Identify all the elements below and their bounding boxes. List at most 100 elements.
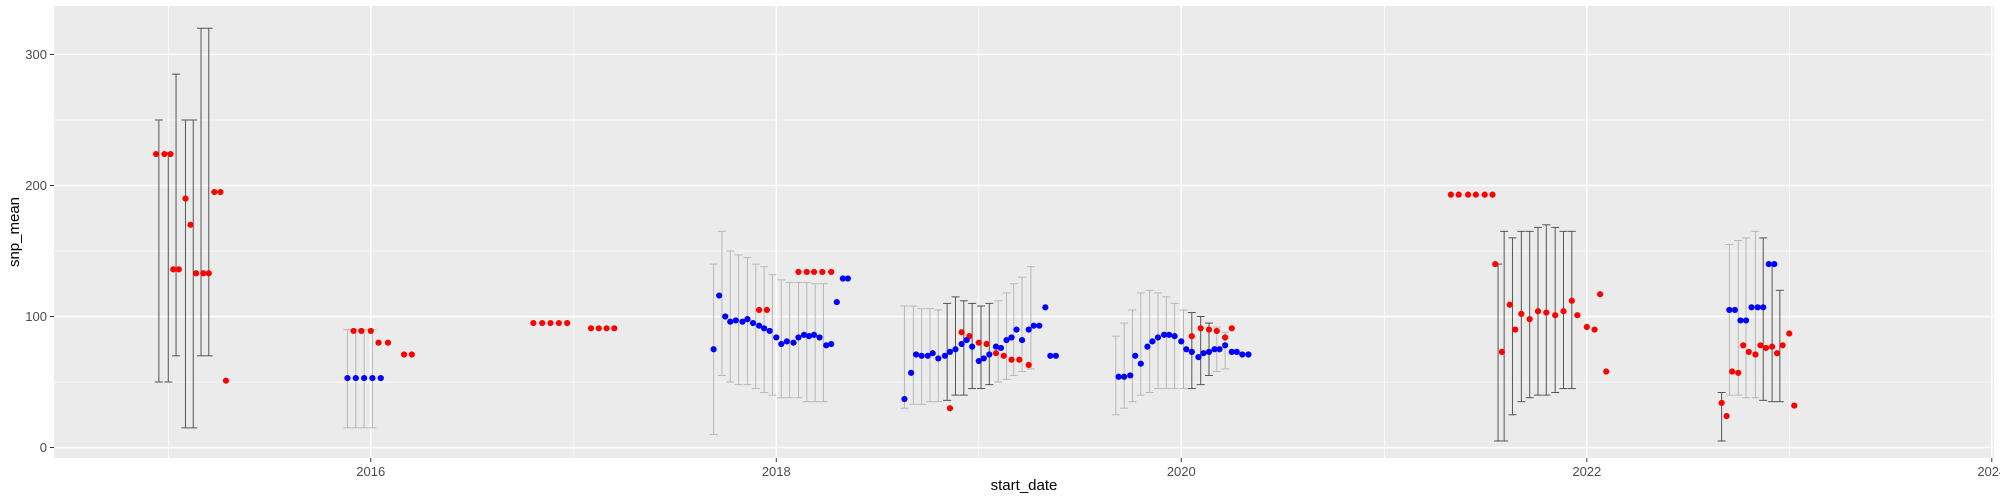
error-bar (1508, 237, 1517, 416)
blue-data-point (1211, 346, 1218, 353)
red-data-point (763, 306, 770, 314)
red-data-point (1447, 191, 1454, 198)
error-bar (717, 230, 726, 376)
y-tick-label: 0 (40, 440, 47, 455)
blue-data-point (1742, 317, 1750, 324)
error-bar (1751, 230, 1760, 399)
red-data-point (1526, 316, 1533, 323)
red-data-point (1222, 334, 1229, 341)
red-data-point (1729, 368, 1736, 375)
x-axis-title: start_date (991, 477, 1058, 494)
blue-data-point (918, 352, 925, 359)
red-data-point (1506, 301, 1513, 308)
error-bar (994, 300, 1003, 383)
blue-data-point (1042, 304, 1049, 311)
error-bar (811, 283, 820, 403)
blue-data-point (975, 357, 982, 365)
red-data-point (1568, 297, 1575, 304)
red-data-point (555, 319, 562, 327)
data-points (152, 150, 1798, 420)
blue-data-point (986, 351, 993, 358)
blue-data-point (1726, 306, 1733, 314)
red-data-point (400, 351, 408, 358)
blue-data-point (1052, 352, 1059, 359)
blue-data-point (1765, 260, 1772, 268)
blue-data-point (749, 319, 757, 327)
error-bar (802, 281, 811, 403)
red-data-point (1740, 342, 1747, 349)
blue-data-point (908, 369, 915, 376)
error-bar (819, 283, 828, 403)
blue-data-point (773, 334, 780, 341)
red-data-point (1786, 330, 1793, 337)
red-data-point (992, 350, 1000, 357)
y-tick-label: 300 (25, 47, 47, 62)
plot-panel (54, 6, 1994, 458)
blue-data-point (946, 348, 954, 355)
red-data-point (1597, 291, 1604, 298)
blue-data-point (744, 316, 751, 323)
red-data-point (1752, 351, 1759, 358)
red-data-point (161, 150, 168, 158)
blue-data-point (756, 322, 763, 329)
error-bar (1170, 302, 1179, 390)
red-data-point (1534, 308, 1542, 315)
red-data-point (408, 351, 415, 358)
blue-data-point (710, 346, 717, 353)
red-data-point (564, 319, 571, 327)
x-tick-label: 2022 (1572, 464, 1601, 479)
red-data-point (1016, 356, 1023, 363)
red-data-point (187, 221, 194, 228)
error-bar (204, 27, 213, 357)
red-data-point (1757, 342, 1764, 349)
red-data-point (819, 268, 826, 276)
blue-data-point (1149, 338, 1156, 345)
error-bar (1759, 237, 1768, 401)
blue-data-point (1195, 354, 1202, 361)
blue-data-point (1008, 334, 1015, 341)
red-data-point (1574, 312, 1581, 319)
axis-ticks (50, 53, 1993, 462)
blue-data-point (766, 327, 773, 335)
y-tick-label: 100 (25, 309, 47, 324)
blue-data-point (1760, 304, 1767, 311)
x-axis-tick-labels: 2016 2018 2020 2022 2024 (356, 464, 2000, 479)
red-data-point (1543, 309, 1550, 316)
blue-data-point (1731, 306, 1739, 314)
blue-data-point (369, 374, 376, 382)
blue-data-point (969, 343, 976, 350)
blue-data-point (739, 318, 746, 325)
blue-data-point (790, 339, 797, 346)
blue-data-point (716, 292, 723, 299)
red-data-point (603, 325, 610, 332)
red-data-point (182, 195, 189, 202)
error-bar (172, 73, 181, 357)
blue-data-point (1132, 352, 1139, 359)
red-data-point (1773, 350, 1781, 357)
blue-data-point (1188, 348, 1195, 355)
red-data-point (1518, 310, 1525, 317)
red-data-point (828, 268, 835, 276)
error-bar (154, 119, 163, 383)
blue-data-point (963, 336, 970, 344)
blue-data-point (1115, 373, 1122, 380)
blue-data-point (805, 333, 813, 340)
red-data-point (1718, 399, 1725, 407)
red-data-point (975, 339, 982, 346)
red-data-point (175, 266, 182, 273)
x-tick-label: 2020 (1167, 464, 1196, 479)
blue-data-point (980, 355, 987, 362)
red-data-point (1591, 326, 1598, 333)
blue-data-point (844, 275, 851, 282)
blue-data-point (778, 340, 785, 348)
blue-data-point (722, 313, 729, 320)
error-bar (1734, 240, 1743, 396)
blue-data-point (795, 334, 802, 341)
red-data-point (1205, 326, 1213, 333)
blue-data-point (1018, 336, 1026, 344)
red-data-point (1464, 191, 1472, 198)
red-data-point (756, 306, 763, 314)
blue-data-point (1183, 346, 1190, 353)
error-bar (181, 119, 190, 429)
error-bar (1120, 322, 1129, 409)
